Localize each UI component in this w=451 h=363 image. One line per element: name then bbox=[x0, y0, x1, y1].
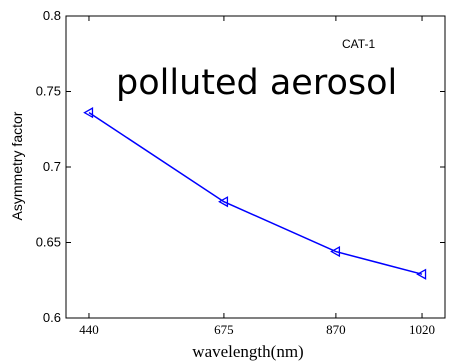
y-tick-label: 0.8 bbox=[43, 8, 61, 23]
y-tick-label: 0.6 bbox=[43, 310, 61, 325]
data-point bbox=[83, 107, 94, 119]
x-tick-label: 1020 bbox=[409, 322, 435, 337]
x-tick-label: 675 bbox=[214, 322, 234, 337]
y-axis-label: Asymmetry factor bbox=[9, 111, 25, 220]
x-tick-label: 870 bbox=[326, 322, 346, 337]
y-tick-label: 0.65 bbox=[36, 235, 61, 250]
plot-frame bbox=[65, 15, 446, 319]
data-point bbox=[416, 268, 427, 280]
y-ticks: 0.6 0.65 0.7 0.75 0.8 bbox=[36, 8, 445, 325]
y-tick-label: 0.7 bbox=[43, 159, 61, 174]
corner-label: CAT-1 bbox=[342, 37, 375, 51]
series-line bbox=[88, 111, 423, 275]
chart-title: polluted aerosol bbox=[116, 63, 397, 103]
data-point bbox=[218, 196, 229, 208]
x-tick-label: 440 bbox=[79, 322, 99, 337]
axes bbox=[65, 15, 446, 319]
x-ticks: 440 675 870 1020 bbox=[79, 16, 435, 337]
y-tick-label: 0.75 bbox=[36, 84, 61, 99]
series-group bbox=[83, 107, 427, 280]
x-axis-label: wavelength(nm) bbox=[192, 342, 303, 361]
data-point bbox=[330, 245, 341, 258]
